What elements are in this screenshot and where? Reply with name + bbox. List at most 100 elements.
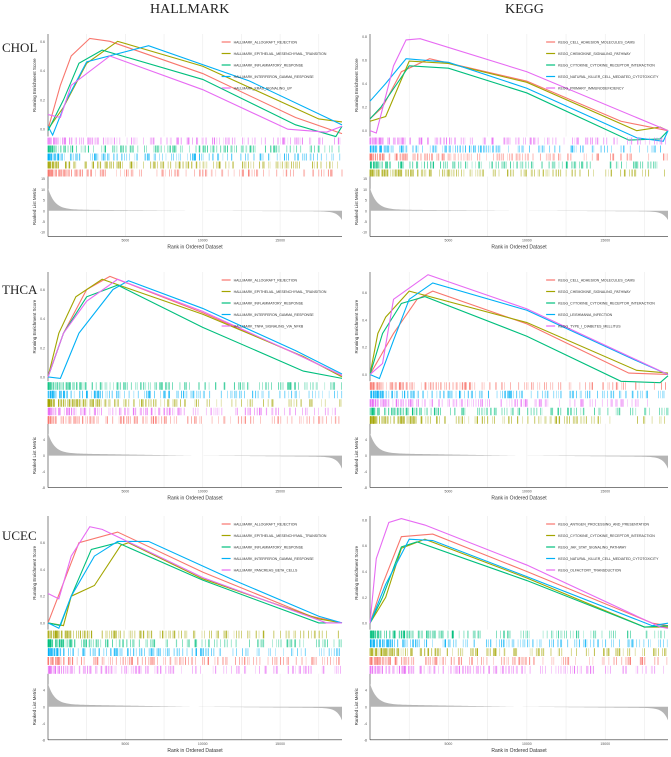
metric-axis-label: Ranked List Metric — [354, 187, 359, 225]
es-curve — [369, 274, 669, 375]
metric-tick-label: 10 — [363, 188, 367, 192]
x-tick-label: 10000 — [198, 489, 208, 493]
metric-tick-label: -4 — [364, 470, 367, 474]
legend-label: KEGG_CELL_ADHESION_MOLECULES_CAMS — [558, 278, 635, 282]
es-curve — [369, 290, 669, 375]
y-axis-label: Running Enrichment Score — [354, 58, 359, 112]
column-title-hallmark: HALLMARK — [150, 2, 230, 17]
legend-label: KEGG_PRIMARY_IMMUNODEFICIENCY — [558, 86, 624, 90]
metric-tick-label: 4 — [365, 438, 367, 442]
y-axis-label: Running Enrichment Score — [354, 299, 359, 353]
metric-axis-label: Ranked List Metric — [32, 187, 37, 225]
metric-tick-label: 15 — [41, 177, 45, 181]
y-tick-label: 0.4 — [362, 570, 367, 574]
es-curve — [47, 45, 343, 137]
metric-tick-label: -5 — [42, 220, 45, 224]
x-tick-label: 10000 — [522, 238, 532, 242]
x-tick-label: 15000 — [275, 238, 285, 242]
legend-label: HALLMARK_KRAS_SIGNALING_UP — [234, 86, 293, 90]
legend-label: HALLMARK_TNFA_SIGNALING_VIA_NFKB — [234, 324, 304, 328]
es-curve — [369, 290, 669, 375]
legend-label: HALLMARK_ALLOGRAFT_REJECTION — [234, 278, 298, 282]
metric-axis-label: Ranked List Metric — [354, 687, 359, 725]
metric-tick-label: -10 — [40, 231, 45, 235]
row-label-thca: THCA — [2, 282, 38, 297]
x-tick-label: 10000 — [522, 489, 532, 493]
x-tick-label: 5000 — [445, 742, 453, 746]
y-tick-label: 0.2 — [40, 98, 45, 102]
es-curve — [369, 541, 669, 628]
es-curve — [369, 518, 669, 629]
y-tick-label: 0.2 — [362, 106, 367, 110]
y-tick-label: 0.4 — [40, 69, 45, 73]
es-curve — [47, 280, 343, 379]
legend-label: HALLMARK_ALLOGRAFT_REJECTION — [234, 522, 298, 526]
legend-label: HALLMARK_INFLAMMATORY_RESPONSE — [234, 63, 304, 67]
gsea-panel-chol-kegg: 0.0 0.2 0.4 0.6 0.8 15 10 5 0 -5 -10 5000 10000 15000… — [354, 34, 669, 250]
y-tick-label: 0.2 — [40, 595, 45, 599]
legend-label: KEGG_CELL_ADHESION_MOLECULES_CAMS — [558, 40, 635, 44]
legend-label: HALLMARK_INTERFERON_GAMMA_RESPONSE — [234, 313, 315, 317]
y-tick-label: 0.0 — [40, 128, 45, 132]
metric-tick-label: -8 — [364, 486, 367, 490]
legend-label: HALLMARK_INTERFERON_GAMMA_RESPONSE — [234, 75, 315, 79]
es-curve — [47, 540, 343, 630]
x-tick-label: 15000 — [275, 489, 285, 493]
x-axis-label: Rank in Ordered Dataset — [491, 244, 547, 250]
x-tick-label: 5000 — [445, 489, 453, 493]
x-tick-label: 5000 — [445, 238, 453, 242]
es-curve — [47, 278, 343, 378]
x-tick-label: 5000 — [121, 742, 129, 746]
metric-tick-label: 5 — [365, 199, 367, 203]
gsea-panel-ucec-kegg: 0.0 0.2 0.4 0.6 0.8 4 0 -4 -8 5000 10000 15000 Rank … — [354, 516, 669, 754]
y-tick-label: 0.2 — [40, 346, 45, 350]
y-tick-label: 0.0 — [40, 375, 45, 379]
x-tick-label: 10000 — [198, 742, 208, 746]
y-tick-label: 0.0 — [362, 622, 367, 626]
y-tick-label: 0.8 — [362, 518, 367, 522]
legend-label: HALLMARK_EPITHELIAL_MESENCHYMAL_TRANSITI… — [234, 290, 327, 294]
ranked-metric-area — [370, 188, 668, 220]
y-tick-label: 0.6 — [40, 288, 45, 292]
y-tick-label: 0.4 — [40, 568, 45, 572]
metric-tick-label: -4 — [364, 722, 367, 726]
es-curve — [369, 58, 669, 142]
es-curve — [47, 278, 343, 378]
metric-tick-label: -5 — [364, 220, 367, 224]
legend-label: KEGG_CHEMOKINE_SIGNALING_PATHWAY — [558, 290, 631, 294]
legend-label: HALLMARK_EPITHELIAL_MESENCHYMAL_TRANSITI… — [234, 534, 327, 538]
y-tick-label: 0.6 — [362, 544, 367, 548]
legend-label: KEGG_JAK_STAT_SIGNALING_PATHWAY — [558, 545, 627, 549]
es-curve — [369, 538, 669, 627]
es-curve — [47, 542, 343, 627]
ranked-metric-area — [48, 188, 342, 220]
x-tick-label: 5000 — [121, 238, 129, 242]
x-axis-label: Rank in Ordered Dataset — [491, 748, 547, 754]
es-curve — [369, 296, 669, 384]
x-tick-label: 15000 — [600, 489, 610, 493]
gsea-panel-thca-hallmark: 0.0 0.2 0.4 0.6 4 0 -4 -8 5000 10000 15000 Rank in … — [32, 272, 343, 501]
metric-axis-label: Ranked List Metric — [354, 436, 359, 474]
legend-label: KEGG_LEISHMANIA_INFECTION — [558, 313, 613, 317]
legend-label: KEGG_CYTOKINE_CYTOKINE_RECEPTOR_INTERACT… — [558, 63, 655, 67]
legend-label: HALLMARK_INTERFERON_GAMMA_RESPONSE — [234, 557, 315, 561]
row-label-chol: CHOL — [2, 40, 38, 55]
metric-tick-label: -8 — [364, 738, 367, 742]
metric-axis-label: Ranked List Metric — [32, 436, 37, 474]
metric-tick-label: -4 — [42, 470, 45, 474]
column-title-kegg: KEGG — [505, 2, 544, 17]
metric-tick-label: 0 — [43, 209, 45, 213]
y-tick-label: 0.8 — [362, 35, 367, 39]
y-tick-label: 0.4 — [362, 318, 367, 322]
es-curve — [47, 284, 343, 379]
y-tick-label: 0.4 — [362, 82, 367, 86]
metric-tick-label: -10 — [362, 231, 367, 235]
legend-label: KEGG_ANTIGEN_PROCESSING_AND_PRESENTATION — [558, 522, 649, 526]
ranked-metric-area — [48, 683, 342, 721]
y-tick-label: 0.0 — [362, 129, 367, 133]
metric-tick-label: 15 — [363, 177, 367, 181]
es-curve — [47, 37, 343, 135]
es-curve — [47, 55, 343, 133]
legend-label: KEGG_TYPE_I_DIABETES_MELLITUS — [558, 324, 621, 328]
metric-tick-label: -8 — [42, 486, 45, 490]
